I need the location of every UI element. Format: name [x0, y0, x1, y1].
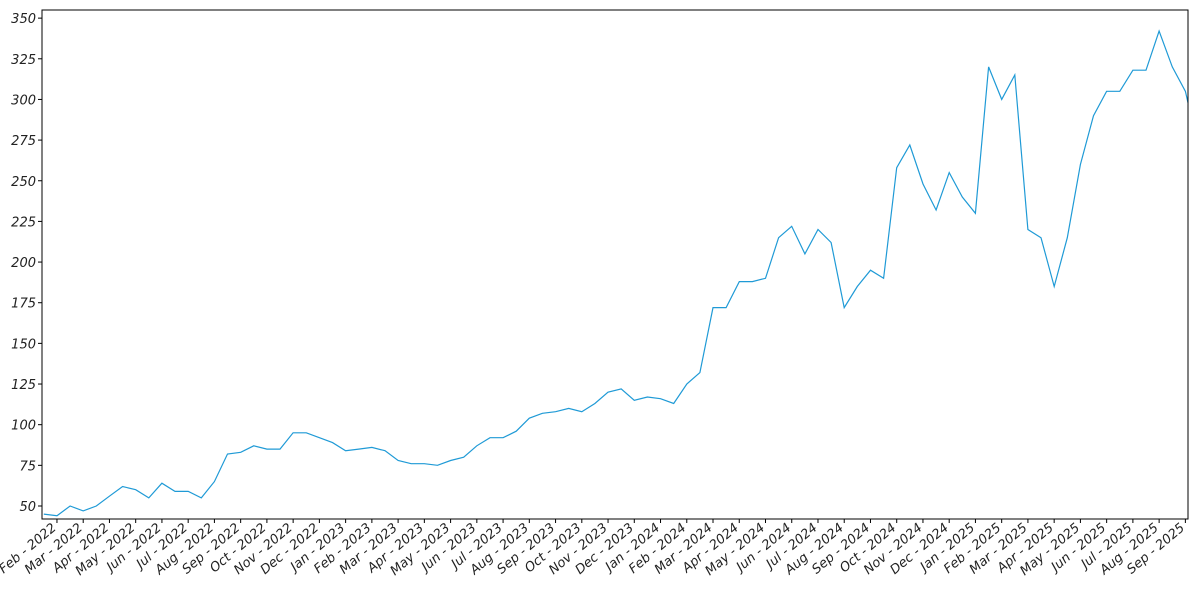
y-tick-label: 200	[11, 256, 36, 271]
y-tick-label: 125	[11, 378, 36, 393]
y-tick-label: 225	[11, 215, 36, 230]
y-tick-label: 275	[11, 134, 36, 149]
y-tick-label: 50	[19, 500, 36, 515]
line	[43, 29, 1189, 517]
y-tick-label: 100	[11, 419, 36, 434]
y-tick-label: 75	[19, 459, 36, 474]
y-tick-label: 150	[11, 337, 36, 352]
plot-frame	[41, 9, 1189, 520]
y-tick-label: 250	[11, 175, 36, 190]
y-tick-label: 300	[11, 93, 36, 108]
y-tick-label: 350	[11, 12, 36, 27]
y-tick-label: 325	[11, 53, 36, 68]
y-tick-label: 175	[11, 297, 36, 312]
